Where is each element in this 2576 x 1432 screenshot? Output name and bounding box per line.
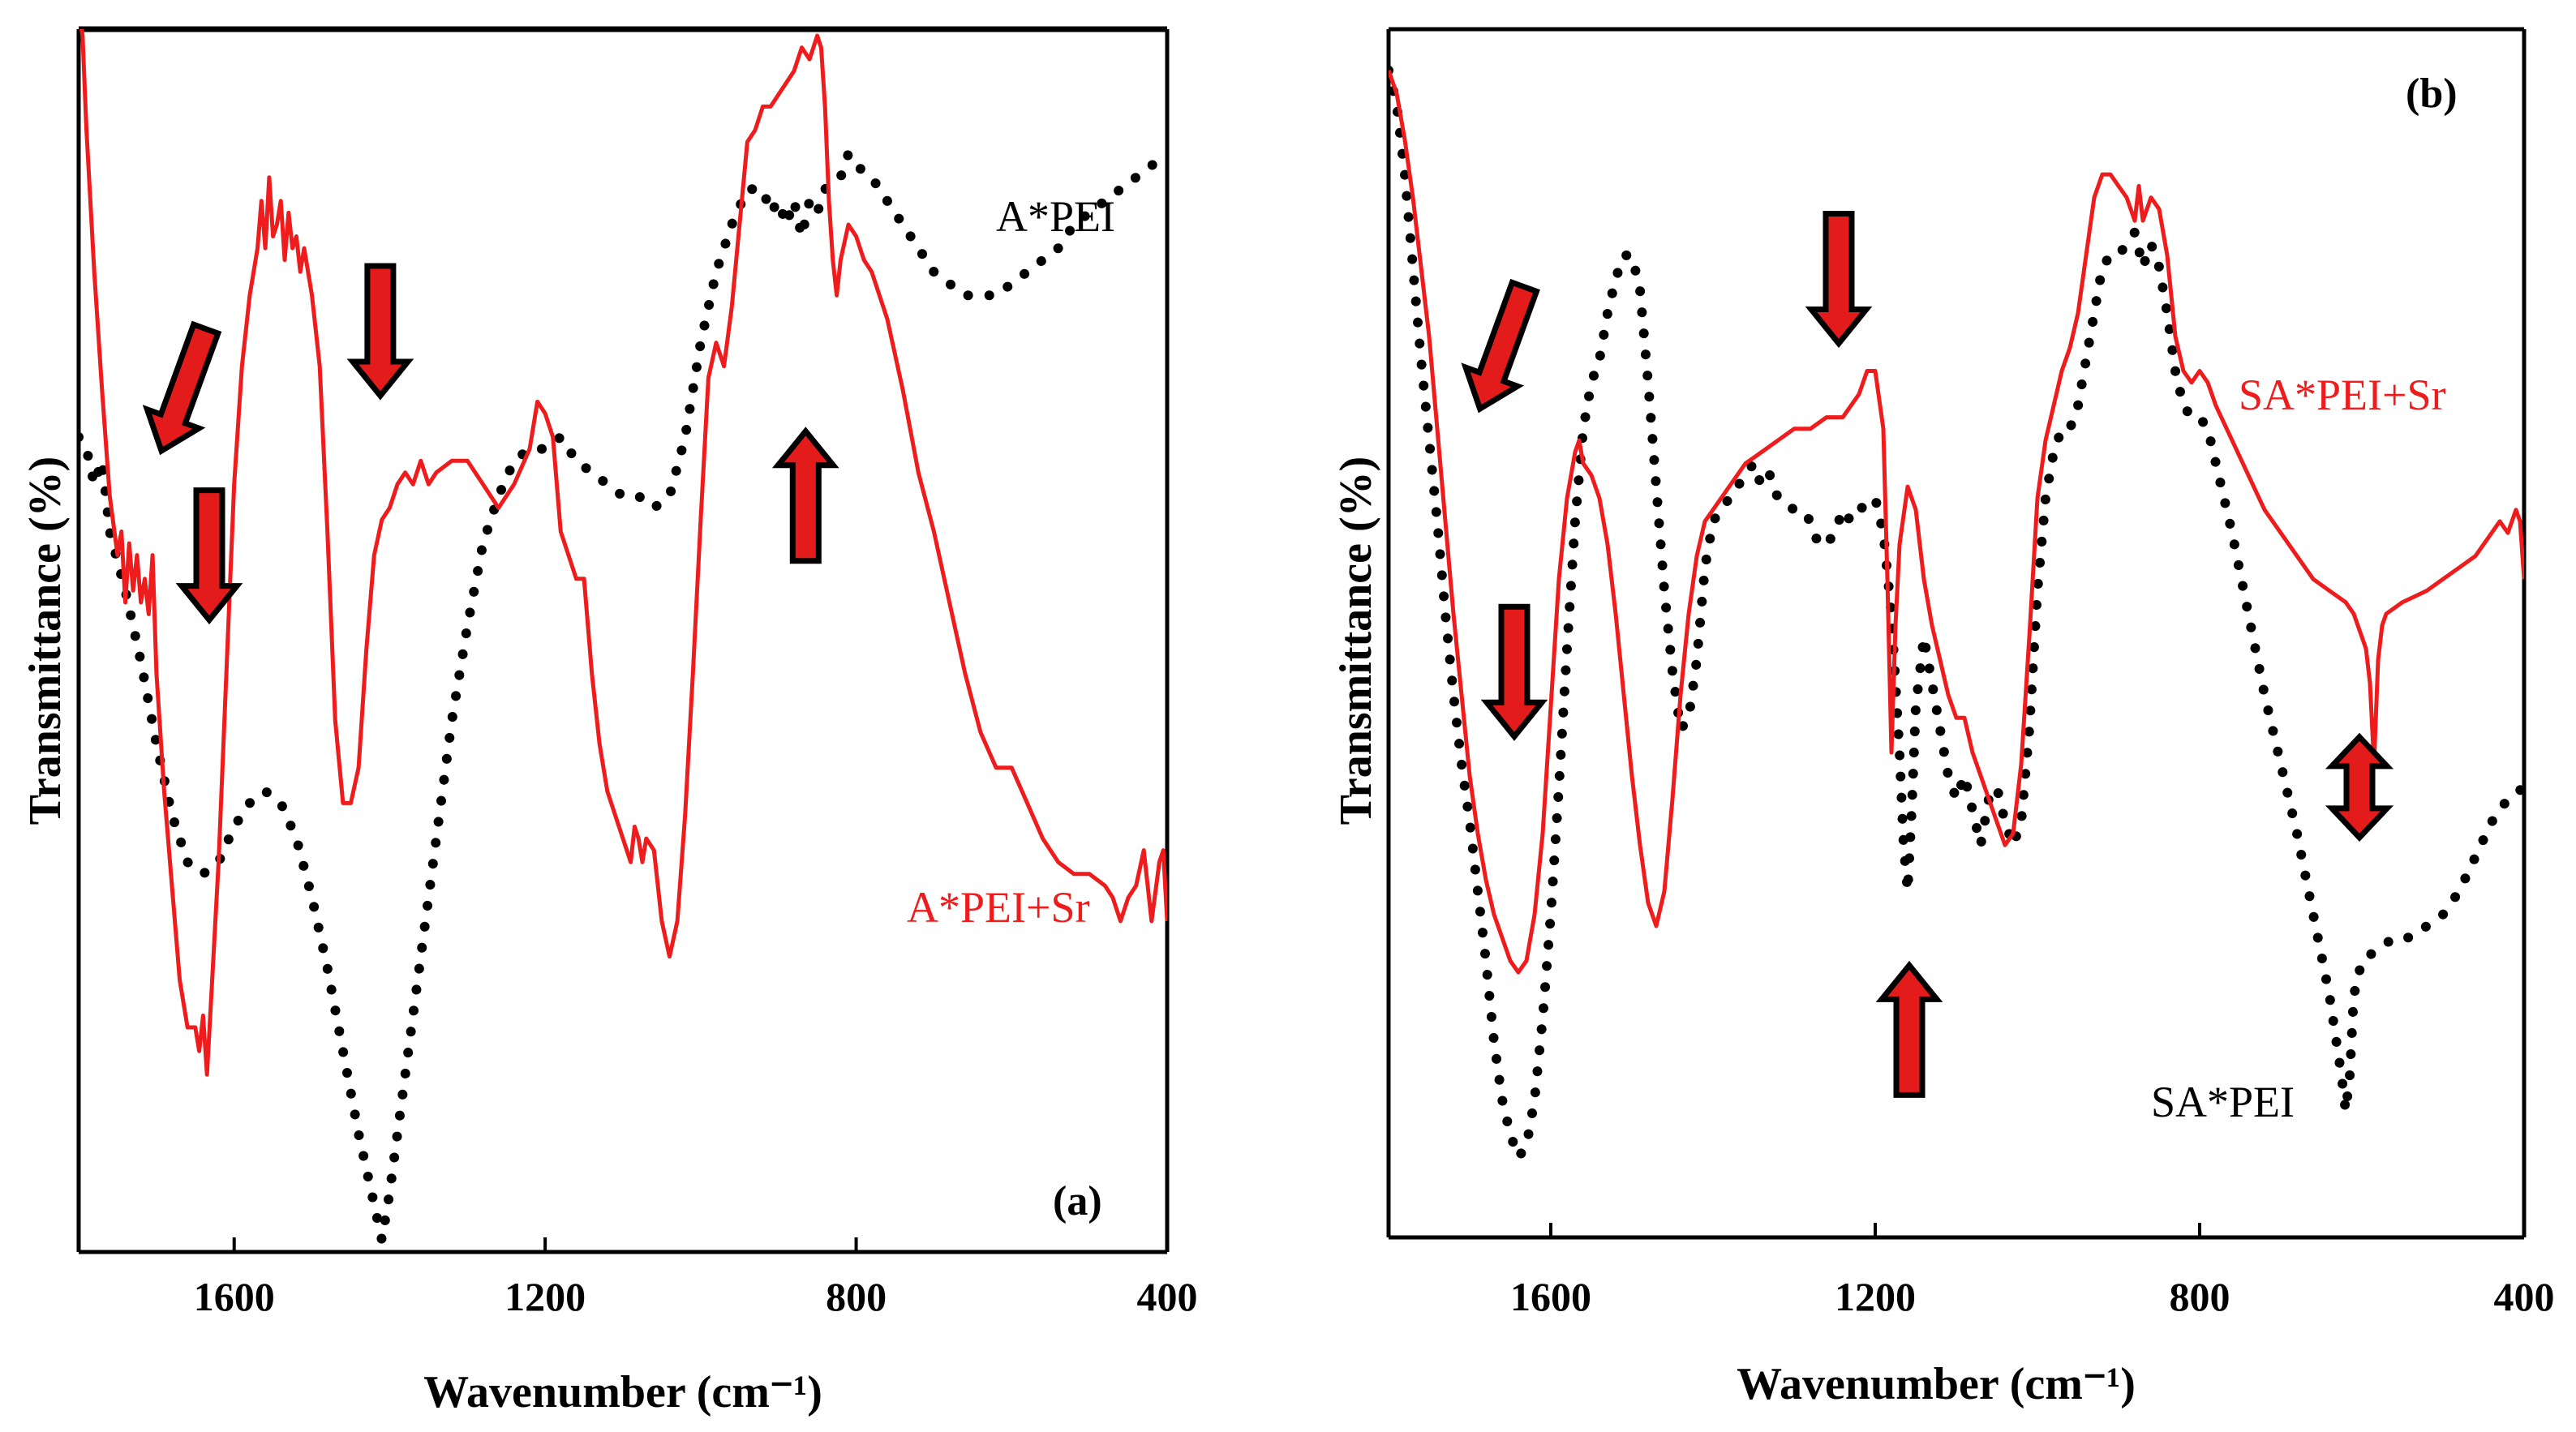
x-tick-label: 800 xyxy=(2170,1274,2230,1319)
x-tick-label: 1600 xyxy=(1510,1274,1591,1319)
arrow-marker-down xyxy=(175,487,243,625)
panel-label-a: (a) xyxy=(1053,1178,1102,1224)
x-tick-label: 400 xyxy=(2494,1274,2555,1319)
chart-panel-b: 1600 1200 800 400 SA*PEI+Sr SA*PEI (b) Wave… xyxy=(1331,27,2555,1409)
x-ticks-b: 1600 1200 800 400 xyxy=(1510,1223,2555,1319)
panel-label-b: (b) xyxy=(2406,71,2458,117)
label-b-sapei: SA*PEI xyxy=(2151,1078,2295,1126)
arrows-b xyxy=(1461,211,2394,1098)
arrow-marker-down xyxy=(1805,211,1873,349)
label-b-sapei-sr: SA*PEI+Sr xyxy=(2239,371,2446,419)
x-ticks-a: 1600 1200 800 400 xyxy=(194,1237,1198,1319)
y-axis-title-b: Transmittance (%) xyxy=(1331,457,1381,825)
label-a-apei: A*PEI xyxy=(996,192,1115,241)
arrow-marker-down-left xyxy=(1461,278,1540,414)
y-axis-title-a: Transmittance (%) xyxy=(20,457,71,825)
label-a-apei-sr: A*PEI+Sr xyxy=(907,883,1089,932)
arrow-marker-down xyxy=(1480,603,1548,741)
series-line-b-sapei-sr xyxy=(1389,69,2524,975)
x-tick-label: 1200 xyxy=(1835,1274,1916,1319)
plot-area-a xyxy=(76,26,1170,1254)
arrow-marker-down xyxy=(346,263,414,401)
arrow-marker-down-left xyxy=(142,320,222,456)
double-arrow-marker xyxy=(2325,732,2394,842)
series-line-a-apei-sr xyxy=(79,29,1167,1077)
x-tick-label: 800 xyxy=(826,1274,887,1319)
x-tick-label: 400 xyxy=(1137,1274,1198,1319)
plot-area-b xyxy=(1386,27,2527,1240)
x-axis-title-b: Wavenumber (cm⁻¹) xyxy=(1737,1359,2136,1409)
arrow-marker-up xyxy=(1875,960,1943,1098)
x-tick-label: 1600 xyxy=(194,1274,275,1319)
arrow-marker-up xyxy=(771,427,839,564)
series-line-b-sapei xyxy=(1389,65,2524,1168)
x-tick-label: 1200 xyxy=(504,1274,586,1319)
arrows-a xyxy=(142,263,839,625)
series-line-a-apei xyxy=(79,142,1167,1241)
chart-panel-a: 1600 1200 800 400 A*PEI A*PEI+Sr (a) Wavenu… xyxy=(20,26,1198,1417)
x-axis-title-a: Wavenumber (cm⁻¹) xyxy=(423,1367,822,1417)
